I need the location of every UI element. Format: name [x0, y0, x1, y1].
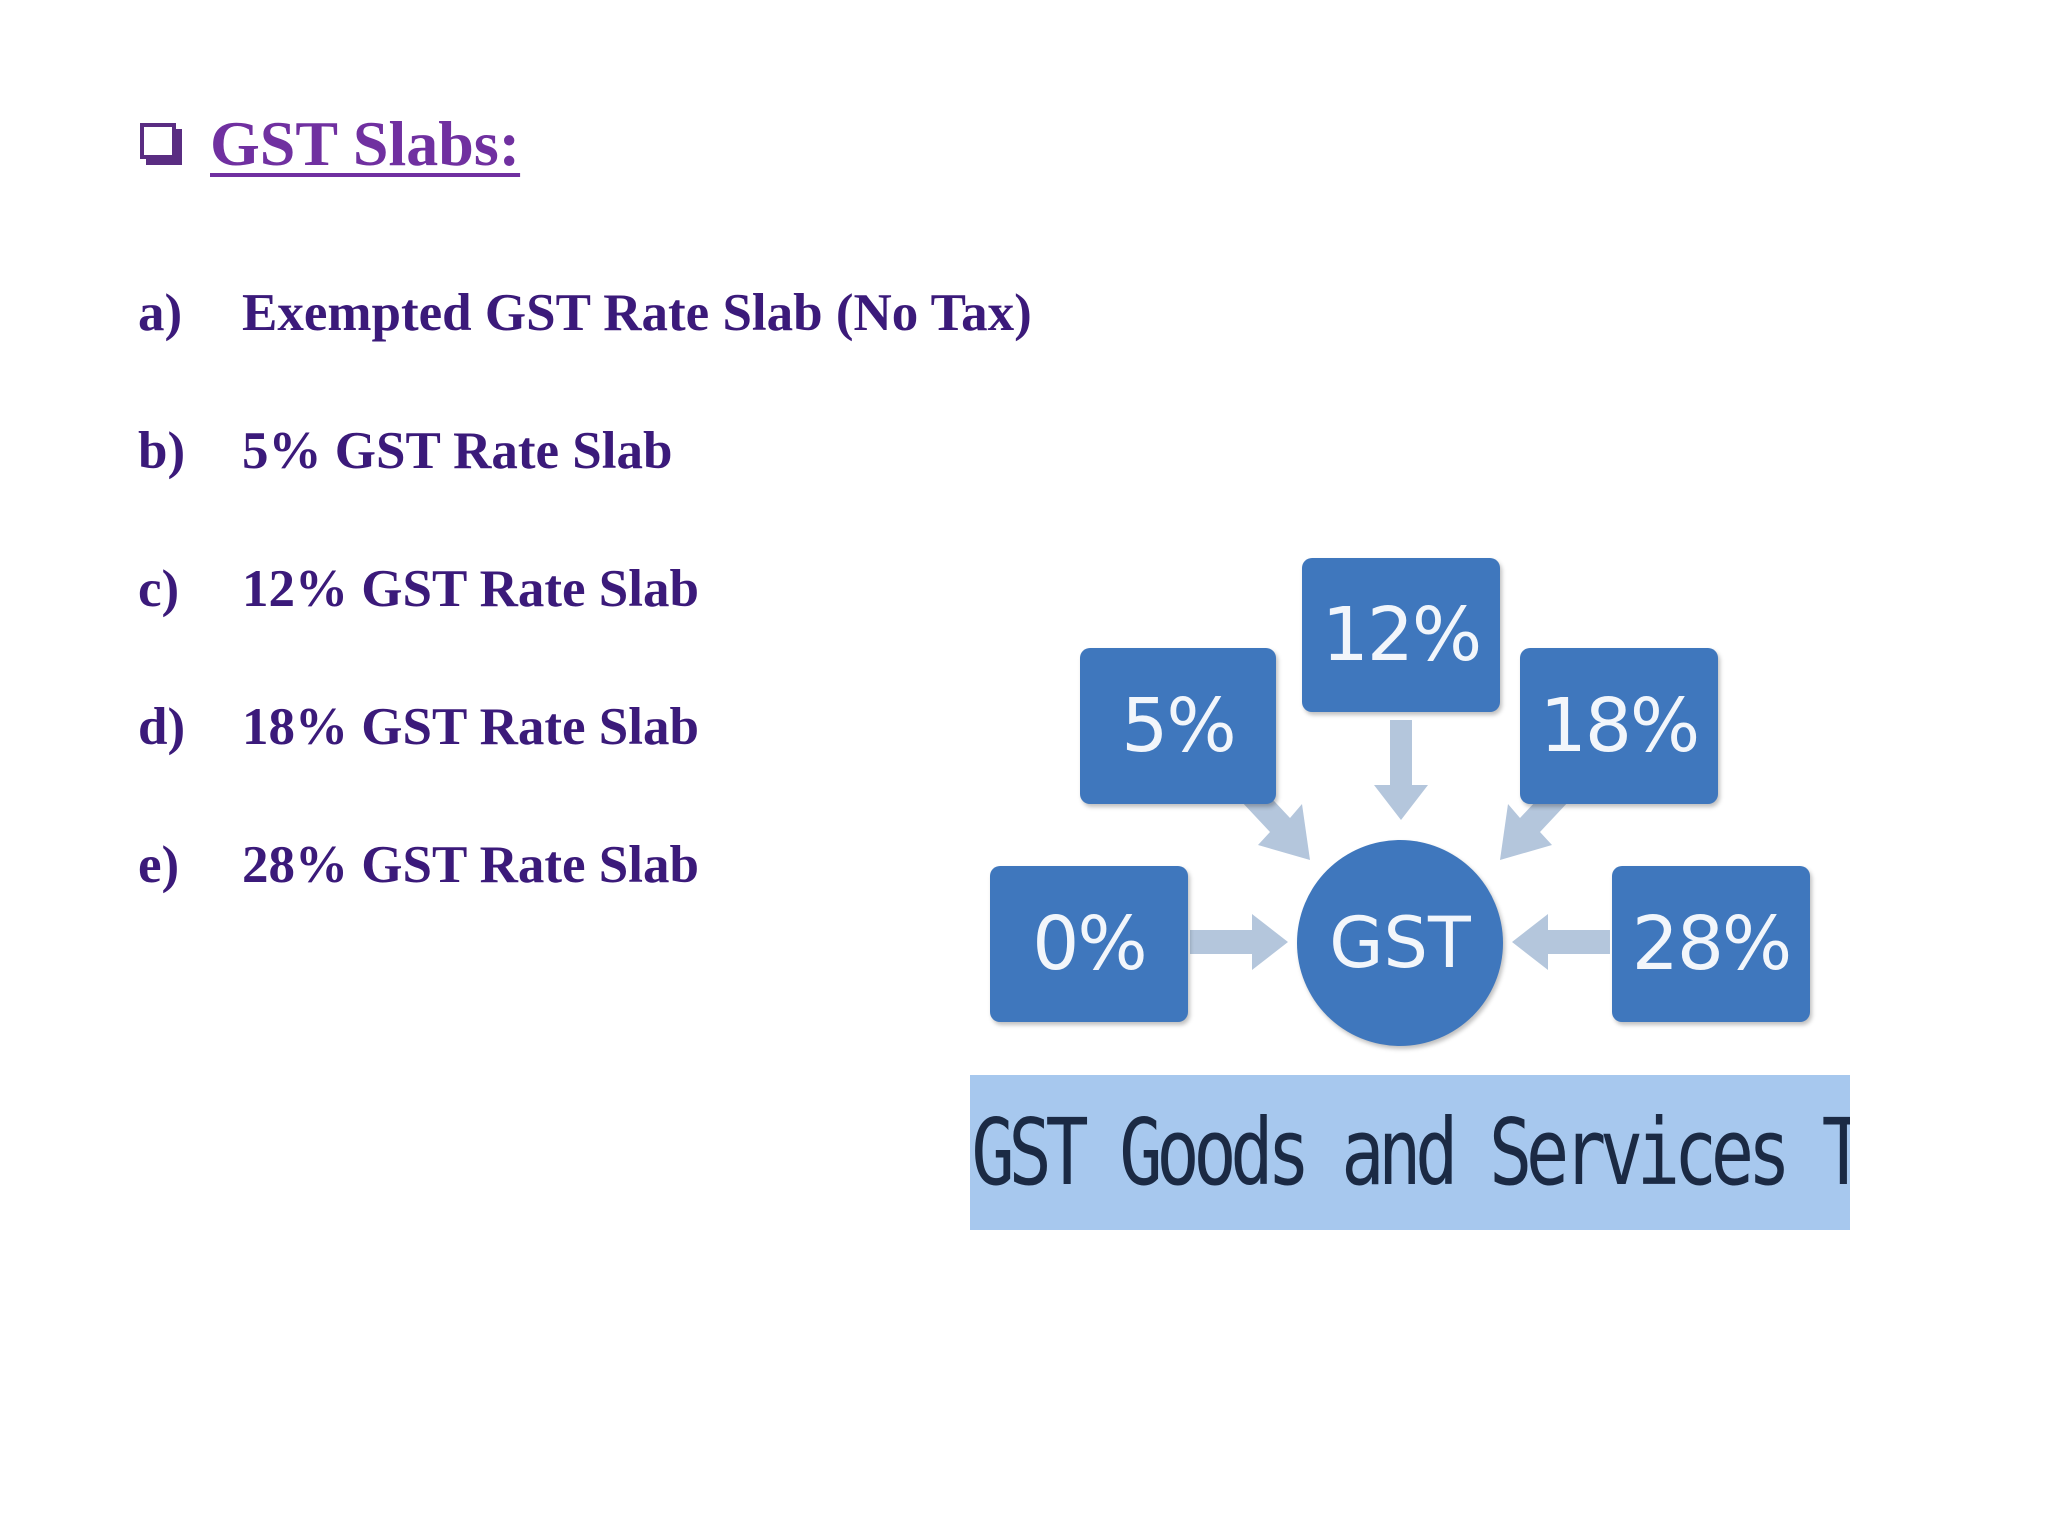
rate-label: 0%: [1032, 901, 1147, 987]
list-marker: c): [138, 560, 180, 618]
rate-box-18: 18%: [1520, 648, 1718, 804]
list-item: c) 12% GST Rate Slab: [138, 559, 1032, 697]
list-item: e) 28% GST Rate Slab: [138, 835, 1032, 973]
list-item: a) Exempted GST Rate Slab (No Tax): [138, 283, 1032, 421]
rate-box-0: 0%: [990, 866, 1188, 1022]
rate-label: 28%: [1631, 901, 1792, 987]
gst-center-label: GST: [1329, 902, 1471, 984]
arrow-18-to-gst: [1500, 786, 1570, 860]
rate-box-12: 12%: [1302, 558, 1500, 712]
diagram-arrows: [1190, 720, 1610, 970]
heading-text: GST Slabs:: [210, 108, 521, 179]
list-marker: d): [138, 698, 186, 756]
arrow-28-to-gst: [1512, 914, 1610, 970]
gst-center-circle: GST: [1297, 840, 1503, 1046]
rate-label: 12%: [1321, 592, 1482, 678]
rate-label: 18%: [1539, 683, 1700, 769]
list-item-label: 18% GST Rate Slab: [242, 698, 699, 756]
list-item: d) 18% GST Rate Slab: [138, 697, 1032, 835]
arrow-0-to-gst: [1190, 914, 1288, 970]
checkbox-bullet-icon: [140, 123, 182, 165]
rate-label: 5%: [1121, 683, 1236, 769]
list-item-label: Exempted GST Rate Slab (No Tax): [242, 284, 1032, 342]
rate-box-28: 28%: [1612, 866, 1810, 1022]
caption-text: GST Goods and Services Tax: [971, 1099, 1850, 1206]
list-item-label: 12% GST Rate Slab: [242, 560, 699, 618]
list-marker: b): [138, 422, 186, 480]
list-marker: a): [138, 284, 183, 342]
gst-slab-list: a) Exempted GST Rate Slab (No Tax) b) 5%…: [138, 283, 1032, 973]
list-item: b) 5% GST Rate Slab: [138, 421, 1032, 559]
list-item-label: 5% GST Rate Slab: [242, 422, 673, 480]
list-item-label: 28% GST Rate Slab: [242, 836, 699, 894]
rate-box-5: 5%: [1080, 648, 1276, 804]
gst-slab-diagram: 12% 5% 18% 0% 28% GST GST Goods and Serv…: [970, 550, 1850, 1250]
list-marker: e): [138, 836, 180, 894]
arrow-12-to-gst: [1374, 720, 1428, 820]
caption-band: GST Goods and Services Tax: [970, 1075, 1850, 1230]
arrow-5-to-gst: [1240, 786, 1310, 860]
slide-heading: GST Slabs:: [140, 112, 520, 176]
